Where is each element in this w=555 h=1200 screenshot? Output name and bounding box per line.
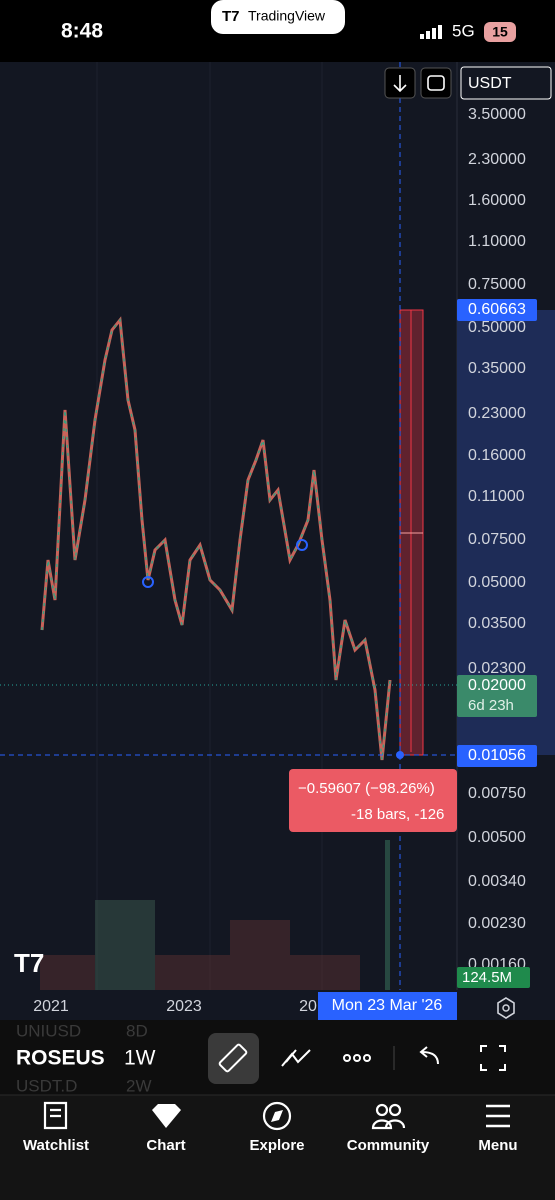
fullscreen-toggle[interactable] — [480, 1045, 506, 1071]
price-label: 0.23000 — [468, 405, 526, 422]
event-marker[interactable] — [296, 539, 308, 551]
tab-label[interactable]: Watchlist — [23, 1137, 89, 1154]
interval[interactable]: 1W — [124, 1047, 156, 1070]
grid — [96, 62, 323, 990]
countdown: 6d 23h — [468, 697, 514, 714]
banner — [211, 0, 345, 34]
volume-value: 124.5M — [462, 969, 512, 986]
battery-level: 15 — [492, 24, 508, 40]
tab-label[interactable]: Chart — [146, 1137, 185, 1154]
volume — [40, 840, 390, 990]
price-label: 1.10000 — [468, 233, 526, 250]
settings-icon[interactable] — [497, 997, 515, 1019]
price-label: 0.75000 — [468, 276, 526, 293]
peek-interval: 8D — [126, 1021, 148, 1040]
peek-symbol: UNIUSD — [16, 1021, 81, 1040]
tabs: Watchlist Chart Explore Community Menu — [23, 1137, 518, 1154]
tab-label[interactable]: Menu — [478, 1137, 517, 1154]
price-label: 0.05000 — [468, 574, 526, 591]
high-badge — [457, 299, 537, 321]
tab-label[interactable]: Community — [347, 1137, 430, 1154]
tv-logo: T7 — [14, 948, 44, 978]
network: 5G — [452, 21, 475, 40]
low-price: 0.01056 — [468, 747, 526, 764]
price-label: 2.30000 — [468, 151, 526, 168]
event-marker[interactable] — [142, 576, 154, 588]
high-price: 0.60663 — [468, 301, 526, 318]
fullscreen-icon — [427, 75, 445, 91]
down-icon — [393, 75, 407, 93]
battery — [484, 22, 516, 42]
watchlist-icon — [43, 1101, 68, 1130]
price-label: 0.11000 — [468, 488, 525, 505]
price-label: 0.16000 — [468, 447, 526, 464]
price-label: 0.35000 — [468, 360, 526, 377]
peek-interval: 2W — [126, 1076, 152, 1095]
time-label: 2021 — [33, 998, 69, 1015]
measure-label — [289, 769, 457, 832]
volume-badge — [457, 967, 530, 988]
price-label: 0.50000 — [468, 319, 526, 336]
price-label: 3.50000 — [468, 106, 526, 123]
crosshair-dot — [396, 751, 404, 759]
banner-text: TradingView — [248, 8, 326, 24]
price-line-green — [41, 318, 391, 761]
price-label: 0.00340 — [468, 873, 526, 890]
price-label: 1.60000 — [468, 192, 526, 209]
tab-label[interactable]: Explore — [249, 1137, 304, 1154]
ruler-button[interactable] — [208, 1033, 259, 1084]
clock: 8:48 — [61, 20, 103, 43]
menu-icon — [486, 1104, 510, 1128]
price-label: 0.00500 — [468, 829, 526, 846]
last-price: 0.02000 — [468, 677, 526, 694]
crosshair-date: Mon 23 Mar '26 — [332, 997, 443, 1014]
fullscreen-button[interactable] — [420, 67, 452, 99]
price-label: 0.02300 — [468, 660, 526, 677]
currency: USDT — [468, 75, 512, 92]
low-badge — [457, 745, 537, 767]
last-badge — [457, 675, 537, 717]
draw-button[interactable] — [281, 1049, 311, 1067]
time-label: 20 — [299, 998, 317, 1015]
community-icon — [371, 1103, 406, 1130]
ruler-icon — [218, 1043, 248, 1073]
price-label: 0.07500 — [468, 531, 526, 548]
measure-change: −0.59607 (−98.26%) — [298, 780, 435, 797]
measure-bars: -18 bars, -126 — [351, 806, 444, 823]
price-label: 0.00230 — [468, 915, 526, 932]
undo-button[interactable] — [419, 1046, 439, 1065]
signal — [420, 25, 442, 39]
banner-logo: T7 — [222, 8, 240, 25]
explore-icon — [262, 1101, 292, 1131]
more-button[interactable] — [343, 1054, 371, 1062]
price-label: 0.00750 — [468, 785, 526, 802]
peek-symbol: USDT.D — [16, 1076, 77, 1095]
symbol[interactable]: ROSEUS — [16, 1047, 105, 1070]
symbol-bar — [0, 1020, 555, 1095]
chart-icon — [152, 1104, 181, 1128]
scale-labels: 3.50000 2.30000 1.60000 1.10000 0.75000 0.500… — [468, 106, 526, 973]
price-label: 0.03500 — [468, 615, 526, 632]
time-label: 2023 — [166, 998, 202, 1015]
crosshair-date-badge — [318, 992, 457, 1020]
currency-button[interactable] — [460, 66, 552, 100]
